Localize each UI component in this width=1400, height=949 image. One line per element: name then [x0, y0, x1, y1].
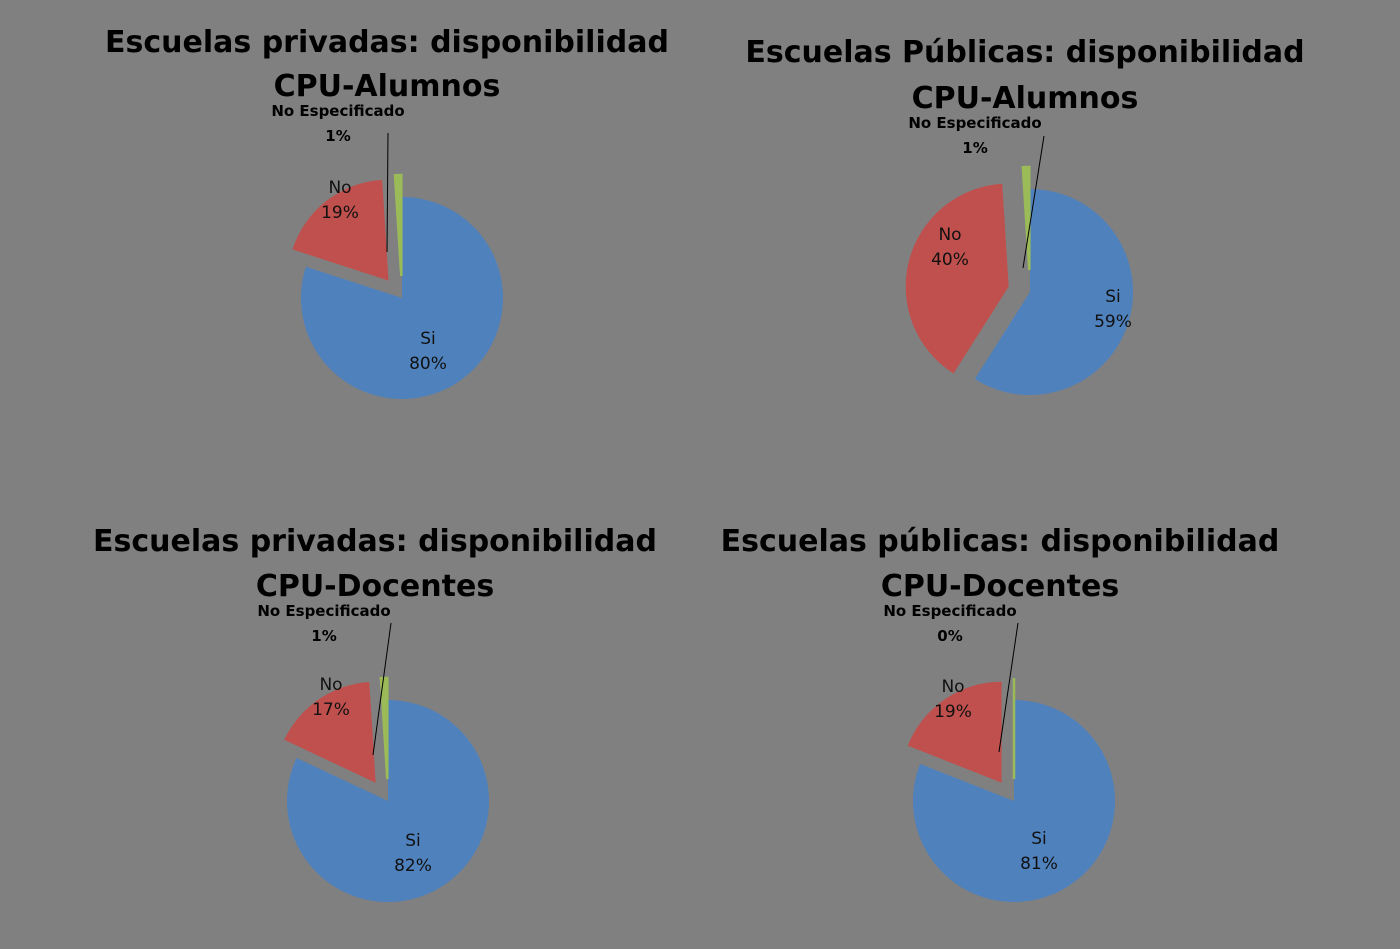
chart-2-title-line-2: CPU-Alumnos: [912, 81, 1139, 116]
chart-2-label-no-name: No: [938, 225, 961, 245]
chart-2-label-no-especificado-pct: 1%: [962, 139, 987, 157]
chart-2-title-line-1: Escuelas Públicas: disponibilidad: [745, 35, 1304, 70]
chart-1-label-no-pct: 19%: [321, 203, 359, 223]
chart-3-label-no-pct: 17%: [312, 700, 350, 720]
chart-4-label-no-especificado-name: No Especificado: [883, 602, 1016, 620]
chart-3-label-si-pct: 82%: [394, 856, 432, 876]
chart-3-slice-si: [286, 700, 489, 902]
chart-3-label-no-especificado-pct: 1%: [311, 627, 336, 645]
chart-4-label-no-name: No: [941, 677, 964, 697]
chart-2-slice-no-especificado: [1021, 165, 1031, 271]
chart-2-label-no-pct: 40%: [931, 250, 969, 270]
chart-4-label-no-pct: 19%: [934, 702, 972, 722]
chart-1-slice-no: [292, 179, 389, 281]
chart-4-slice-no: [907, 681, 1002, 783]
chart-1-label-no-especificado-pct: 1%: [325, 127, 350, 145]
chart-4-title-line-1: Escuelas públicas: disponibilidad: [721, 524, 1280, 559]
chart-3-label-no-name: No: [319, 675, 342, 695]
chart-2-label-si-name: Si: [1105, 287, 1121, 307]
chart-3-leader-line: [372, 622, 392, 756]
chart-3-title-line-2: CPU-Docentes: [256, 569, 494, 604]
chart-2-slice-no: [905, 183, 1009, 374]
chart-1-label-no-especificado-name: No Especificado: [271, 102, 404, 120]
chart-3-label-no-especificado-name: No Especificado: [257, 602, 390, 620]
chart-2-label-no-especificado-name: No Especificado: [908, 114, 1041, 132]
chart-4-label-no-especificado-pct: 0%: [937, 627, 962, 645]
chart-3-slice-no-especificado: [379, 676, 389, 780]
chart-1-slice-no-especificado: [393, 173, 403, 277]
chart-2-leader-line: [1022, 135, 1045, 269]
chart-2-slice-si: [974, 189, 1133, 395]
chart-4-label-si-pct: 81%: [1020, 854, 1058, 874]
chart-4-title-line-2: CPU-Docentes: [881, 569, 1119, 604]
chart-3-title-line-1: Escuelas privadas: disponibilidad: [93, 524, 657, 559]
chart-1-leader-line: [386, 132, 389, 253]
chart-4-label-si-name: Si: [1031, 829, 1047, 849]
chart-1-title-line-1: Escuelas privadas: disponibilidad: [105, 25, 669, 60]
chart-3-label-si-name: Si: [405, 831, 421, 851]
chart-1-label-si-pct: 80%: [409, 354, 447, 374]
chart-3-slice-no: [284, 682, 376, 783]
chart-2-label-si-pct: 59%: [1094, 312, 1132, 332]
chart-1-label-no-name: No: [328, 178, 351, 198]
chart-4-slice-si: [913, 700, 1115, 902]
chart-1-slice-si: [300, 197, 503, 399]
chart-1-title-line-2: CPU-Alumnos: [274, 69, 501, 104]
chart-4-leader-line: [998, 622, 1019, 753]
chart-1-label-si-name: Si: [420, 329, 436, 349]
